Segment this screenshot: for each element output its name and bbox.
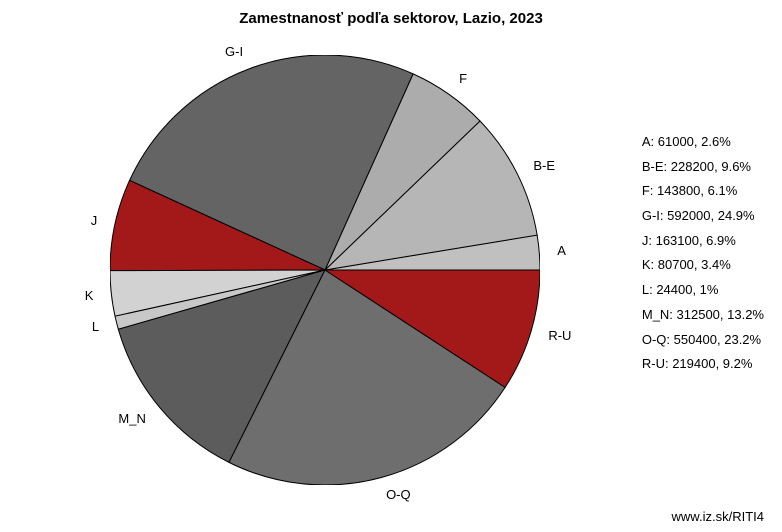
slice-label-J: J: [91, 213, 98, 228]
chart-title: Zamestnanosť podľa sektorov, Lazio, 2023: [0, 10, 782, 27]
legend: A: 61000, 2.6% B-E: 228200, 9.6% F: 1438…: [642, 130, 764, 377]
legend-item: A: 61000, 2.6%: [642, 130, 764, 155]
pie-chart: [110, 55, 540, 485]
legend-item: O-Q: 550400, 23.2%: [642, 328, 764, 353]
slice-label-R-U: R-U: [548, 328, 571, 343]
legend-item: G-I: 592000, 24.9%: [642, 204, 764, 229]
legend-item: J: 163100, 6.9%: [642, 229, 764, 254]
slice-label-G-I: G-I: [225, 44, 243, 59]
slice-label-L: L: [92, 319, 99, 334]
legend-item: K: 80700, 3.4%: [642, 253, 764, 278]
slice-label-O-Q: O-Q: [386, 487, 411, 502]
legend-item: M_N: 312500, 13.2%: [642, 303, 764, 328]
slice-label-F: F: [459, 71, 467, 86]
source-url: www.iz.sk/RITI4: [672, 509, 764, 524]
slice-label-K: K: [85, 288, 94, 303]
legend-item: B-E: 228200, 9.6%: [642, 155, 764, 180]
slice-label-B-E: B-E: [533, 158, 555, 173]
slice-label-A: A: [557, 243, 566, 258]
legend-item: R-U: 219400, 9.2%: [642, 352, 764, 377]
slice-label-M_N: M_N: [118, 411, 145, 426]
legend-item: F: 143800, 6.1%: [642, 179, 764, 204]
legend-item: L: 24400, 1%: [642, 278, 764, 303]
